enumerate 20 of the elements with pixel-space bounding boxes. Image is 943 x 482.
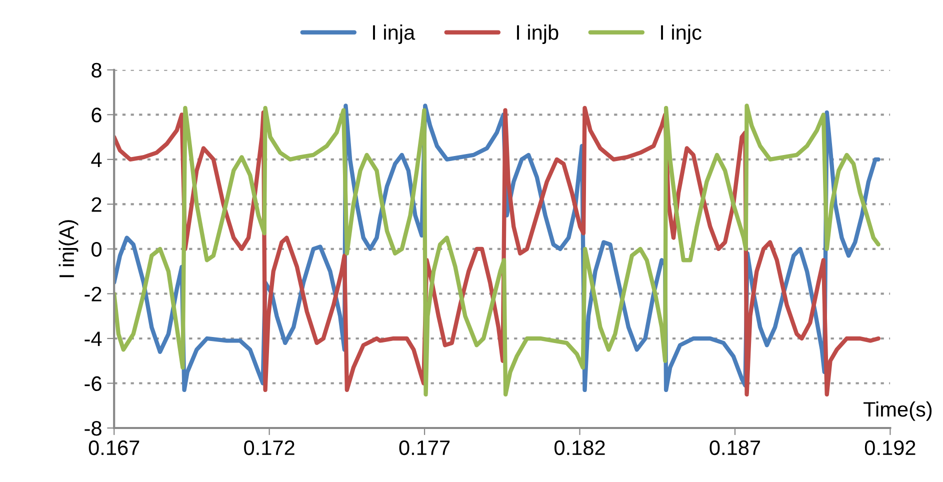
y-tick-label: -2 xyxy=(84,286,102,302)
y-tick-label: 8 xyxy=(92,62,102,78)
y-tick-label: -4 xyxy=(84,332,102,346)
y-tick-label: 0 xyxy=(92,242,102,257)
x-tick-label: 0.167 xyxy=(88,440,140,456)
y-tick-label: 2 xyxy=(92,197,102,212)
y-tick-label: 4 xyxy=(91,152,102,167)
x-tick-label: 0.182 xyxy=(554,440,605,456)
legend-label: I injc xyxy=(661,24,702,44)
legend-label: I inja xyxy=(373,24,416,44)
x-tick-label: 0.172 xyxy=(244,440,294,456)
y-tick-label: 6 xyxy=(92,108,102,122)
x-tick-label: 0.177 xyxy=(399,440,450,456)
y-axis-title: I inj(A) xyxy=(58,220,78,278)
legend-label: I injb xyxy=(517,24,558,44)
y-tick-label: -6 xyxy=(84,376,102,392)
x-tick-label: 0.187 xyxy=(710,440,760,456)
x-tick-label: 0.192 xyxy=(864,440,916,456)
y-tick-label: -8 xyxy=(84,421,102,436)
x-axis-title: Time(s) xyxy=(864,401,932,421)
